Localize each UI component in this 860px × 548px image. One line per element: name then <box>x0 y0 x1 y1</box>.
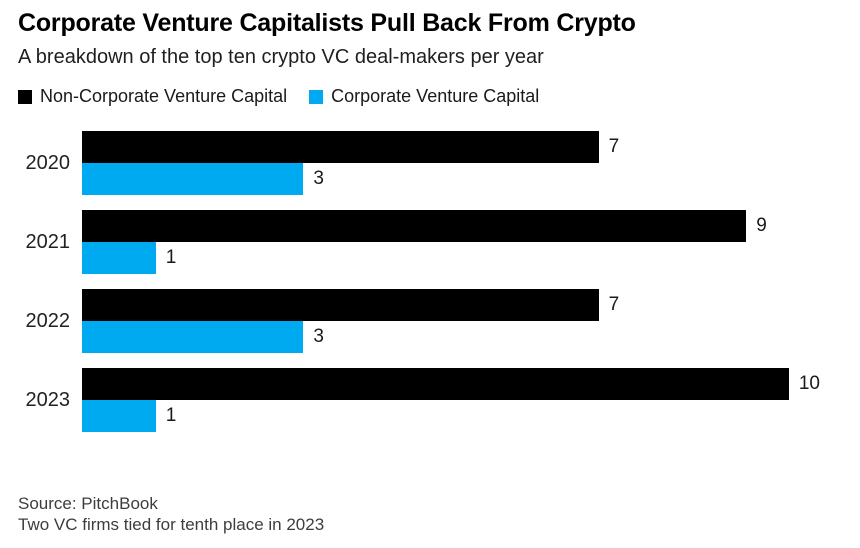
bar-rows-2023: 10 1 <box>82 368 820 432</box>
bar-group-2023: 2023 10 1 <box>18 368 842 432</box>
value-label: 9 <box>756 215 767 236</box>
legend-label-corporate: Corporate Venture Capital <box>331 86 540 106</box>
legend-label-non-corporate: Non-Corporate Venture Capital <box>40 86 288 106</box>
chart-footer: Source: PitchBook Two VC firms tied for … <box>18 493 324 536</box>
bar-2020-corporate <box>82 163 304 195</box>
year-label-2022: 2022 <box>25 309 71 332</box>
value-label: 1 <box>165 405 177 426</box>
bar-chart: 2020 7 3 2021 9 1 2022 7 3 2023 10 1 <box>18 131 842 432</box>
bar-group-2020: 2020 7 3 <box>18 131 842 195</box>
legend-item-non-corporate: Non-Corporate Venture Capital <box>18 86 287 107</box>
source-text: Source: PitchBook <box>18 493 158 513</box>
legend: Non-Corporate Venture Capital Corporate … <box>18 86 842 107</box>
bar-2022-corporate <box>82 321 304 353</box>
bar-row: 3 <box>82 321 820 353</box>
bar-2020-non-corporate <box>82 131 599 163</box>
bar-row: 10 <box>82 368 820 400</box>
value-label: 7 <box>608 136 620 157</box>
bar-row: 7 <box>82 131 820 163</box>
value-label: 3 <box>313 168 324 189</box>
bar-row: 3 <box>82 163 820 195</box>
bar-row: 7 <box>82 289 820 321</box>
bar-row: 1 <box>82 400 820 432</box>
year-label-2020: 2020 <box>25 151 71 174</box>
value-label: 10 <box>798 373 820 394</box>
bar-2022-non-corporate <box>82 289 599 321</box>
value-label: 7 <box>608 294 620 315</box>
footnote-text: Two VC firms tied for tenth place in 202… <box>18 514 325 534</box>
bar-group-2022: 2022 7 3 <box>18 289 842 353</box>
year-label-2023: 2023 <box>25 388 71 411</box>
bar-row: 1 <box>82 242 820 274</box>
value-label: 3 <box>313 326 324 347</box>
bar-2021-non-corporate <box>82 210 747 242</box>
bar-group-2021: 2021 9 1 <box>18 210 842 274</box>
chart-title: Corporate Venture Capitalists Pull Back … <box>18 9 636 37</box>
bar-2023-corporate <box>82 400 156 432</box>
corporate-swatch-icon <box>309 89 324 104</box>
bar-row: 9 <box>82 210 820 242</box>
value-label: 1 <box>165 247 177 268</box>
chart-subtitle: A breakdown of the top ten crypto VC dea… <box>18 46 544 68</box>
non-corporate-swatch-icon <box>18 89 32 104</box>
bar-2023-non-corporate <box>82 368 789 400</box>
legend-item-corporate: Corporate Venture Capital <box>309 86 539 107</box>
bar-2021-corporate <box>82 242 156 274</box>
year-label-2021: 2021 <box>25 230 71 253</box>
